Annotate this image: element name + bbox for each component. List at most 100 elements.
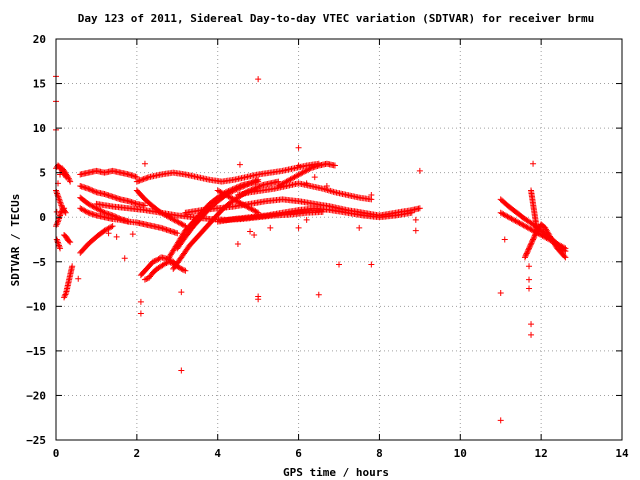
data-point [516, 220, 523, 227]
data-point [525, 246, 532, 253]
data-point [106, 224, 113, 231]
data-point [55, 242, 62, 249]
data-point [252, 208, 259, 215]
data-point [416, 167, 423, 174]
data-point [175, 219, 182, 226]
data-point [562, 254, 569, 261]
data-point [234, 185, 241, 192]
data-point [497, 209, 504, 216]
data-point [252, 185, 259, 192]
data-point [240, 183, 247, 190]
data-point [89, 187, 96, 194]
data-point [162, 211, 169, 218]
data-point [528, 226, 535, 233]
data-point [178, 367, 185, 374]
data-point [526, 285, 533, 292]
data-point [521, 254, 528, 261]
data-point [104, 226, 111, 233]
data-point [531, 232, 538, 239]
data-point [245, 204, 252, 211]
x-tick-label: 10 [454, 447, 467, 460]
data-point [508, 215, 515, 222]
data-point [53, 221, 60, 228]
y-tick-label: −15 [26, 345, 46, 358]
data-point [336, 261, 342, 268]
data-point [108, 223, 115, 230]
data-point [243, 182, 250, 189]
data-point [69, 263, 76, 270]
x-tick-label: 4 [214, 447, 221, 460]
data-point [101, 227, 108, 234]
data-point [511, 217, 518, 224]
data-point [82, 208, 89, 215]
data-point [121, 255, 128, 262]
data-point [228, 194, 235, 201]
data-point [181, 222, 188, 229]
data-point [234, 198, 241, 205]
data-point [561, 253, 568, 260]
data-point [237, 200, 244, 207]
data-point [524, 247, 531, 254]
data-point [497, 417, 504, 424]
data-point [368, 191, 375, 198]
y-tick-label: 20 [33, 33, 46, 46]
data-point [562, 245, 569, 252]
data-point [513, 218, 520, 225]
data-point [113, 233, 120, 240]
data-point [523, 250, 530, 257]
data-point [96, 206, 103, 213]
data-point [178, 265, 185, 272]
data-point [54, 237, 61, 244]
data-point [162, 260, 169, 267]
y-tick-label: −10 [26, 300, 46, 313]
data-point [137, 298, 144, 305]
x-tick-label: 0 [53, 447, 60, 460]
data-point [527, 226, 534, 233]
data-point [217, 188, 224, 195]
data-point [164, 213, 171, 220]
data-point [416, 205, 423, 212]
data-point [228, 188, 235, 195]
data-point [58, 202, 65, 209]
data-point [222, 191, 229, 198]
data-point [530, 160, 537, 167]
data-point [141, 276, 148, 283]
data-point [137, 310, 144, 317]
data-point [305, 166, 312, 173]
chart-title: Day 123 of 2011, Sidereal Day-to-day VTE… [78, 12, 595, 25]
data-point [286, 177, 293, 184]
data-point [232, 197, 239, 204]
data-point [292, 173, 299, 180]
data-point [67, 239, 74, 246]
data-point [141, 160, 148, 167]
data-point [57, 211, 64, 218]
data-point [168, 259, 175, 266]
data-point [303, 167, 310, 174]
data-point [56, 196, 63, 203]
data-point [295, 162, 302, 169]
data-point [255, 176, 262, 183]
data-point [244, 181, 251, 188]
data-point [519, 221, 526, 228]
data-point [248, 206, 255, 213]
data-point [218, 189, 225, 196]
data-point [295, 171, 302, 178]
data-point [65, 174, 72, 181]
data-point [515, 219, 522, 226]
x-tick-label: 6 [295, 447, 302, 460]
data-point [97, 207, 104, 214]
data-point [77, 205, 84, 212]
data-point [163, 259, 170, 266]
data-point [220, 190, 227, 197]
data-point [512, 217, 519, 224]
data-point [505, 214, 512, 221]
data-point [230, 196, 237, 203]
data-point [267, 224, 274, 231]
data-point [287, 176, 294, 183]
y-tick-label: −20 [26, 389, 46, 402]
data-point [172, 217, 179, 224]
data-point [501, 236, 508, 243]
y-tick-label: 0 [39, 211, 46, 224]
data-point [294, 172, 301, 179]
data-point [561, 244, 568, 251]
